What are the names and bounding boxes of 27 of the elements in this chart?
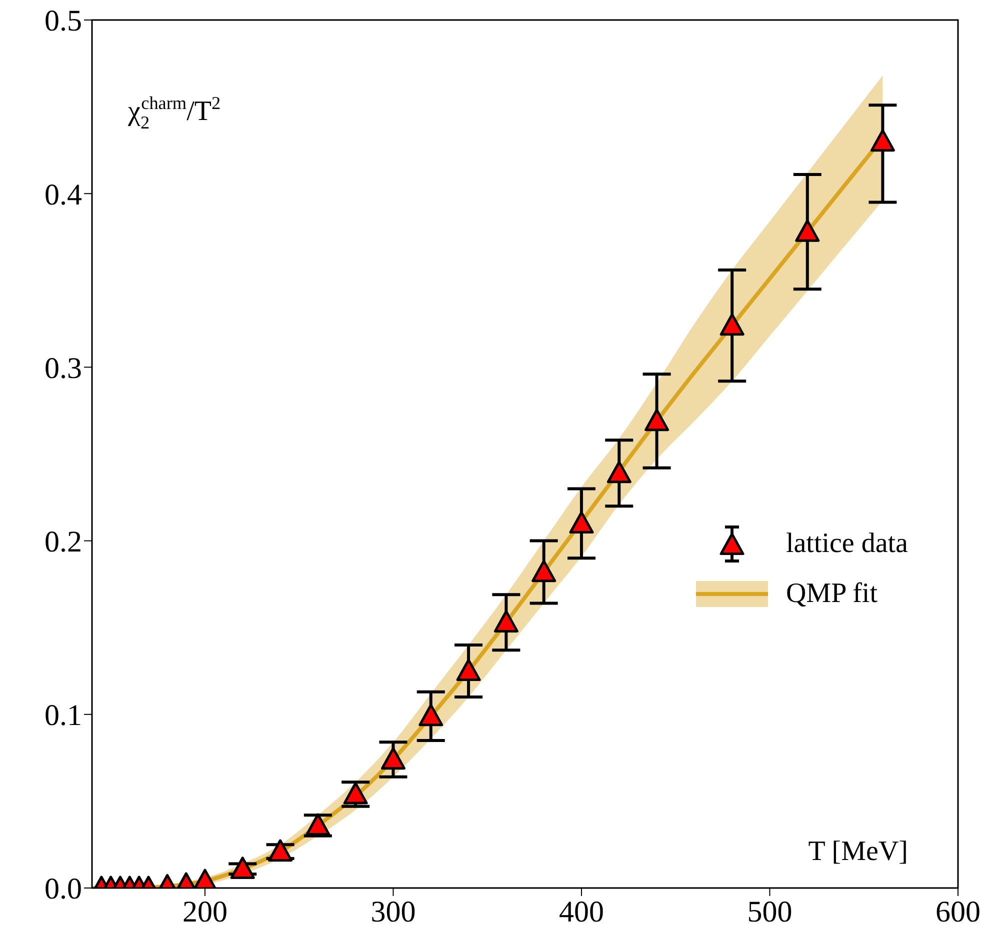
point	[795, 220, 820, 242]
x-axis-title: T [MeV]	[808, 836, 908, 867]
point	[606, 460, 632, 484]
point	[380, 747, 406, 770]
x-tick-label: 500	[747, 895, 792, 928]
legend-label: lattice data	[786, 528, 908, 560]
point	[644, 408, 670, 432]
point	[418, 704, 444, 726]
y-tick-label: 0.3	[44, 352, 82, 385]
point	[494, 610, 518, 632]
point	[230, 856, 255, 879]
y-tick-label: 0.5	[44, 4, 82, 38]
y-tick-label: 0.2	[44, 525, 82, 558]
legend-label: QMP fit	[786, 578, 878, 610]
y-tick-label: 0.4	[44, 178, 82, 212]
y-tick-label: 0.1	[44, 699, 82, 732]
point	[569, 511, 594, 534]
x-tick-label: 300	[370, 895, 416, 928]
x-tick-label: 600	[936, 895, 980, 928]
y-tick-label: 0.0	[44, 872, 82, 906]
x-tick-label: 200	[182, 895, 228, 928]
point	[720, 313, 744, 336]
x-tick-label: 400	[558, 895, 604, 928]
point	[870, 129, 895, 152]
point	[456, 658, 481, 682]
point	[268, 839, 293, 862]
point	[532, 560, 556, 582]
